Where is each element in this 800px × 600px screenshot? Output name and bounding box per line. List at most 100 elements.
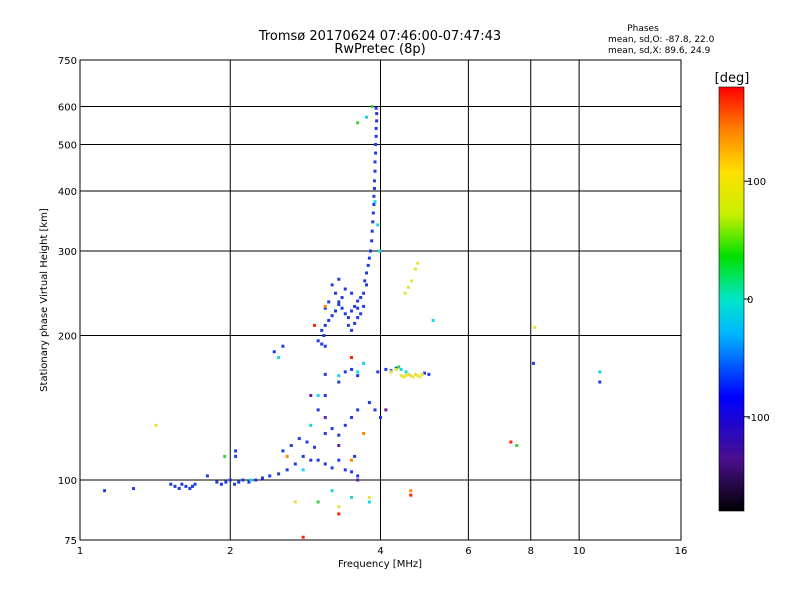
data-point	[366, 263, 370, 267]
data-point	[353, 304, 357, 308]
data-point	[249, 478, 253, 482]
data-point	[353, 454, 357, 458]
data-point	[362, 432, 366, 436]
data-point	[367, 495, 371, 499]
x-tick-label: 6	[465, 546, 471, 557]
data-point	[372, 202, 376, 206]
data-point	[359, 312, 363, 316]
data-point	[370, 229, 374, 233]
data-point	[371, 220, 375, 224]
data-point	[362, 291, 366, 295]
data-point	[350, 470, 354, 474]
chart-title-line2: RwPretec (8p)	[334, 42, 425, 57]
data-point	[322, 334, 326, 338]
data-point	[376, 223, 380, 227]
data-point	[223, 454, 227, 458]
data-point	[346, 316, 350, 320]
colorbar-tick-label: -100	[747, 413, 770, 424]
data-point	[330, 466, 334, 470]
data-point	[404, 370, 408, 374]
data-point	[177, 487, 181, 491]
data-point	[103, 489, 107, 493]
data-point	[409, 493, 413, 497]
data-point	[350, 415, 354, 419]
data-point	[350, 291, 354, 295]
data-point	[375, 112, 379, 116]
data-point	[374, 126, 378, 130]
data-point	[377, 249, 381, 253]
data-point	[343, 423, 347, 427]
data-point	[374, 143, 378, 147]
data-point	[359, 296, 363, 300]
data-point	[365, 115, 369, 119]
data-point	[297, 437, 301, 441]
data-point	[320, 342, 324, 346]
data-point	[224, 480, 228, 484]
data-point	[323, 432, 327, 436]
data-point	[356, 474, 360, 478]
data-point	[254, 478, 258, 482]
data-point	[350, 458, 354, 462]
data-point	[323, 462, 327, 466]
data-point	[411, 375, 415, 379]
data-point	[370, 239, 374, 243]
data-point	[333, 291, 337, 295]
data-point	[316, 408, 320, 412]
y-tick-label: 300	[58, 247, 77, 258]
data-point	[356, 374, 360, 378]
data-point	[356, 316, 360, 320]
data-point	[337, 458, 341, 462]
x-tick-label: 10	[573, 546, 586, 557]
data-point	[372, 179, 376, 183]
data-point	[350, 367, 354, 371]
y-axis-label: Stationary phase Virtual Height [km]	[39, 208, 50, 392]
data-point	[416, 261, 420, 265]
data-point	[343, 287, 347, 291]
colorbar-ticks: 100 0 -100	[744, 177, 770, 424]
data-point	[418, 375, 422, 379]
data-point	[337, 433, 341, 437]
data-point	[340, 306, 344, 310]
data-point	[330, 314, 334, 318]
data-point	[337, 374, 341, 378]
data-point	[598, 370, 602, 374]
data-point	[431, 318, 435, 322]
data-point	[285, 454, 289, 458]
data-point	[309, 394, 313, 398]
data-point	[416, 374, 420, 378]
x-tick-label: 8	[528, 546, 534, 557]
data-point	[247, 480, 251, 484]
data-point	[268, 474, 272, 478]
data-point	[323, 344, 327, 348]
data-point	[374, 106, 378, 110]
data-point	[215, 480, 219, 484]
data-point	[422, 371, 426, 375]
data-point	[169, 482, 173, 486]
data-point	[343, 468, 347, 472]
data-point	[301, 454, 305, 458]
data-point	[369, 249, 373, 253]
data-point	[337, 512, 341, 516]
stats-o-mode: mean, sd,O: -87.8, 22.0	[608, 35, 715, 45]
data-point	[373, 408, 377, 412]
data-point	[531, 361, 535, 365]
data-point	[188, 487, 192, 491]
data-point	[337, 380, 341, 384]
data-point	[404, 374, 408, 378]
colorbar-label: [deg]	[715, 71, 750, 86]
data-point	[399, 367, 403, 371]
data-point	[356, 370, 360, 374]
data-point	[260, 476, 264, 480]
data-point	[403, 291, 407, 295]
data-point	[367, 401, 371, 405]
data-point	[277, 355, 281, 359]
data-point	[234, 454, 238, 458]
y-tick-label: 500	[58, 141, 77, 152]
data-point	[323, 323, 327, 327]
data-point	[316, 339, 320, 343]
y-tick-label: 100	[58, 476, 77, 487]
data-point	[330, 489, 334, 493]
data-points	[103, 105, 602, 539]
data-point	[374, 151, 378, 155]
data-point	[372, 194, 376, 198]
